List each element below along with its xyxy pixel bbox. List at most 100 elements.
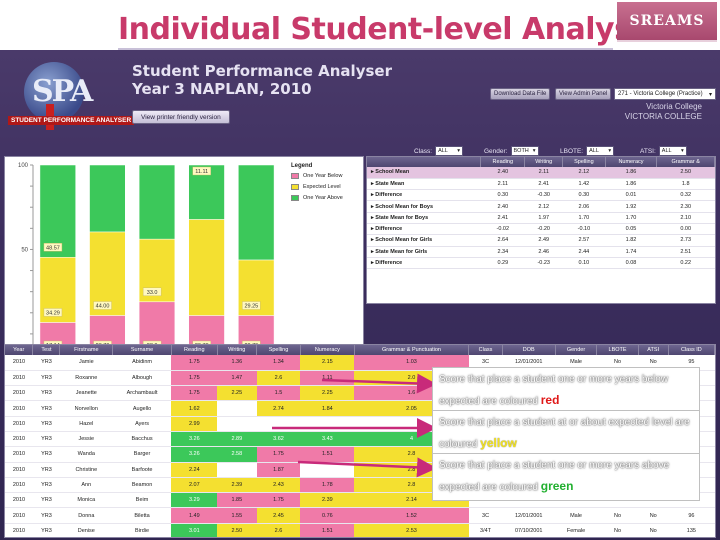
stats-column-header[interactable]: Writing (524, 157, 564, 167)
stats-row-label: ▸ State Mean (367, 178, 481, 191)
stats-cell: 0.08 (605, 257, 657, 270)
stacked-bar-chart: 10050017.1434.2948.57Reading20.7944.00Wr… (18, 163, 281, 373)
grid-column-header[interactable]: Class ID (668, 345, 715, 355)
score-cell: 1.62 (171, 400, 218, 417)
table-cell: No (596, 523, 639, 537)
score-cell: 2.6 (256, 370, 301, 387)
score-cell: 1.75 (171, 355, 218, 371)
stats-column-header[interactable]: Numeracy (605, 157, 658, 167)
grid-column-header[interactable]: LBOTE (596, 345, 639, 355)
table-cell: YR3 (32, 355, 60, 371)
table-cell: Abidinm (112, 355, 172, 371)
filter-label: Class: (414, 147, 433, 155)
table-cell: Beim (112, 492, 172, 509)
score-cell: 1.5 (256, 385, 301, 402)
stats-cell: 1.8 (656, 178, 715, 191)
grid-column-header[interactable]: Surname (112, 345, 172, 355)
logo-subtitle: STUDENT PERFORMANCE ANALYSER (8, 116, 135, 125)
grid-column-header[interactable]: Writing (217, 345, 258, 355)
score-cell: 1.75 (256, 492, 301, 509)
grid-header-row: Year Test Firstname Surname Reading Writing Sp… (5, 345, 715, 355)
stats-cell: 1.92 (605, 200, 657, 213)
filter-select-class[interactable]: ALL ▾ (435, 146, 464, 156)
stats-row[interactable]: ▸ State Mean 2.11 2.41 1.42 1.86 1.8 (367, 178, 715, 191)
table-cell: Birdie (112, 523, 172, 537)
table-cell: Hazel (59, 416, 113, 432)
stats-row[interactable]: ▸ Difference 0.30 -0.30 0.30 0.01 0.32 (367, 189, 715, 202)
table-cell: No (638, 523, 669, 537)
table-cell: Wanda (59, 446, 113, 463)
stats-row[interactable]: ▸ Difference -0.02 -0.20 -0.10 0.05 0.00 (367, 223, 715, 236)
filter-select-atsi[interactable]: ALL ▾ (658, 146, 687, 156)
score-cell: 2.89 (217, 431, 257, 448)
stats-cell: 1.86 (605, 178, 657, 191)
printer-friendly-button[interactable]: View printer friendly version (132, 110, 230, 124)
score-cell: 3.29 (171, 492, 218, 509)
table-cell: Bacchus (112, 431, 172, 448)
table-cell: 2010 (5, 462, 33, 478)
grid-column-header[interactable]: Class (468, 345, 503, 355)
callout-text: Score that place a student one or more y… (439, 374, 669, 407)
stats-cell: 2.40 (480, 167, 525, 179)
score-cell: 2.15 (300, 355, 355, 371)
stats-row[interactable]: ▸ School Mean for Girls 2.64 2.49 2.57 1.82 2… (367, 234, 715, 247)
grid-column-header[interactable]: Grammar & Punctuation (354, 345, 470, 355)
score-cell: 2.50 (217, 523, 257, 537)
score-cell: 1.75 (171, 385, 218, 402)
grid-column-header[interactable]: Gender (555, 345, 598, 355)
grid-column-header[interactable]: Spelling (256, 345, 301, 355)
grid-column-header[interactable]: DOB (502, 345, 556, 355)
table-cell: Male (555, 507, 597, 524)
data-label-box (93, 301, 112, 310)
stats-cell: 2.12 (524, 200, 563, 213)
score-cell: 2.43 (256, 477, 301, 494)
legend-label: One Year Below (303, 173, 343, 179)
stats-cell: 2.06 (562, 200, 606, 213)
stats-row[interactable]: ▸ State Mean for Boys 2.41 1.97 1.70 1.70 2.1… (367, 212, 715, 224)
stats-cell: 0.32 (656, 189, 715, 202)
table-row[interactable]: 2010 YR3 Donna Biletta 1.49 1.55 2.45 0.76 1.52 3… (5, 507, 715, 524)
score-cell: 3.26 (171, 431, 218, 448)
stats-column-header[interactable]: Reading (480, 157, 526, 167)
data-label: 44.00 (96, 303, 110, 309)
stats-column-header[interactable]: Grammar & (656, 157, 715, 167)
stats-row[interactable]: ▸ State Mean for Girls 2.34 2.46 2.44 1.74 2.… (367, 246, 715, 258)
grid-column-header[interactable]: Test (32, 345, 61, 355)
legend-label: One Year Above (303, 195, 343, 201)
grid-column-header[interactable]: ATSI (638, 345, 669, 355)
grid-column-header[interactable]: Year (5, 345, 34, 355)
stats-cell: 1.70 (562, 212, 606, 224)
filter-select-gender[interactable]: BOTH ▾ (510, 146, 539, 156)
view-admin-panel-button[interactable]: View Admin Panel (555, 88, 612, 100)
grid-column-header[interactable]: Reading (171, 345, 218, 355)
table-cell: 2010 (5, 492, 33, 509)
data-label-box (192, 166, 211, 176)
table-row[interactable]: 2010 YR3 Jamie Abidinm 1.75 1.36 1.34 2.15 1.03 3… (5, 355, 715, 371)
score-cell (217, 400, 257, 417)
download-data-button[interactable]: Download Data File (490, 88, 551, 100)
stats-column-header[interactable] (367, 157, 482, 167)
stats-cell: 2.51 (656, 246, 715, 258)
grid-column-header[interactable]: Numeracy (300, 345, 355, 355)
bar-segment (188, 219, 225, 316)
table-cell: Ann (59, 477, 113, 494)
legend-swatch (291, 184, 299, 190)
stats-table: Reading Writing Spelling Numeracy Grammar & ▸… (367, 157, 715, 270)
table-cell: 12/01/2001 (502, 507, 556, 524)
stats-column-header[interactable]: Spelling (562, 157, 606, 167)
score-cell: 2.58 (217, 446, 257, 463)
stats-cell: 0.01 (605, 189, 657, 202)
filter-select-lbote[interactable]: ALL ▾ (586, 146, 615, 156)
stats-row[interactable]: ▸ Difference 0.29 -0.23 0.10 0.08 0.22 (367, 257, 715, 270)
school-select[interactable]: 271 - Victoria College (Practice) ▾ (614, 88, 716, 100)
grid-column-header[interactable]: Firstname (59, 345, 114, 355)
stats-row[interactable]: ▸ School Mean for Boys 2.40 2.12 2.06 1.92 2.… (367, 200, 715, 213)
table-row[interactable]: 2010 YR3 Denise Birdie 3.01 2.50 2.6 1.51 2.53 3/… (5, 523, 715, 537)
filter-label: Gender: (484, 147, 508, 155)
stats-row[interactable]: ▸ School Mean 2.40 2.11 2.12 1.86 2.50 (367, 167, 715, 179)
table-cell: Christine (59, 462, 113, 478)
table-cell: 2010 (5, 400, 33, 417)
score-cell: 1.85 (217, 492, 257, 509)
stats-row-label: ▸ State Mean for Boys (367, 212, 481, 224)
stats-cell: 2.50 (656, 167, 715, 179)
